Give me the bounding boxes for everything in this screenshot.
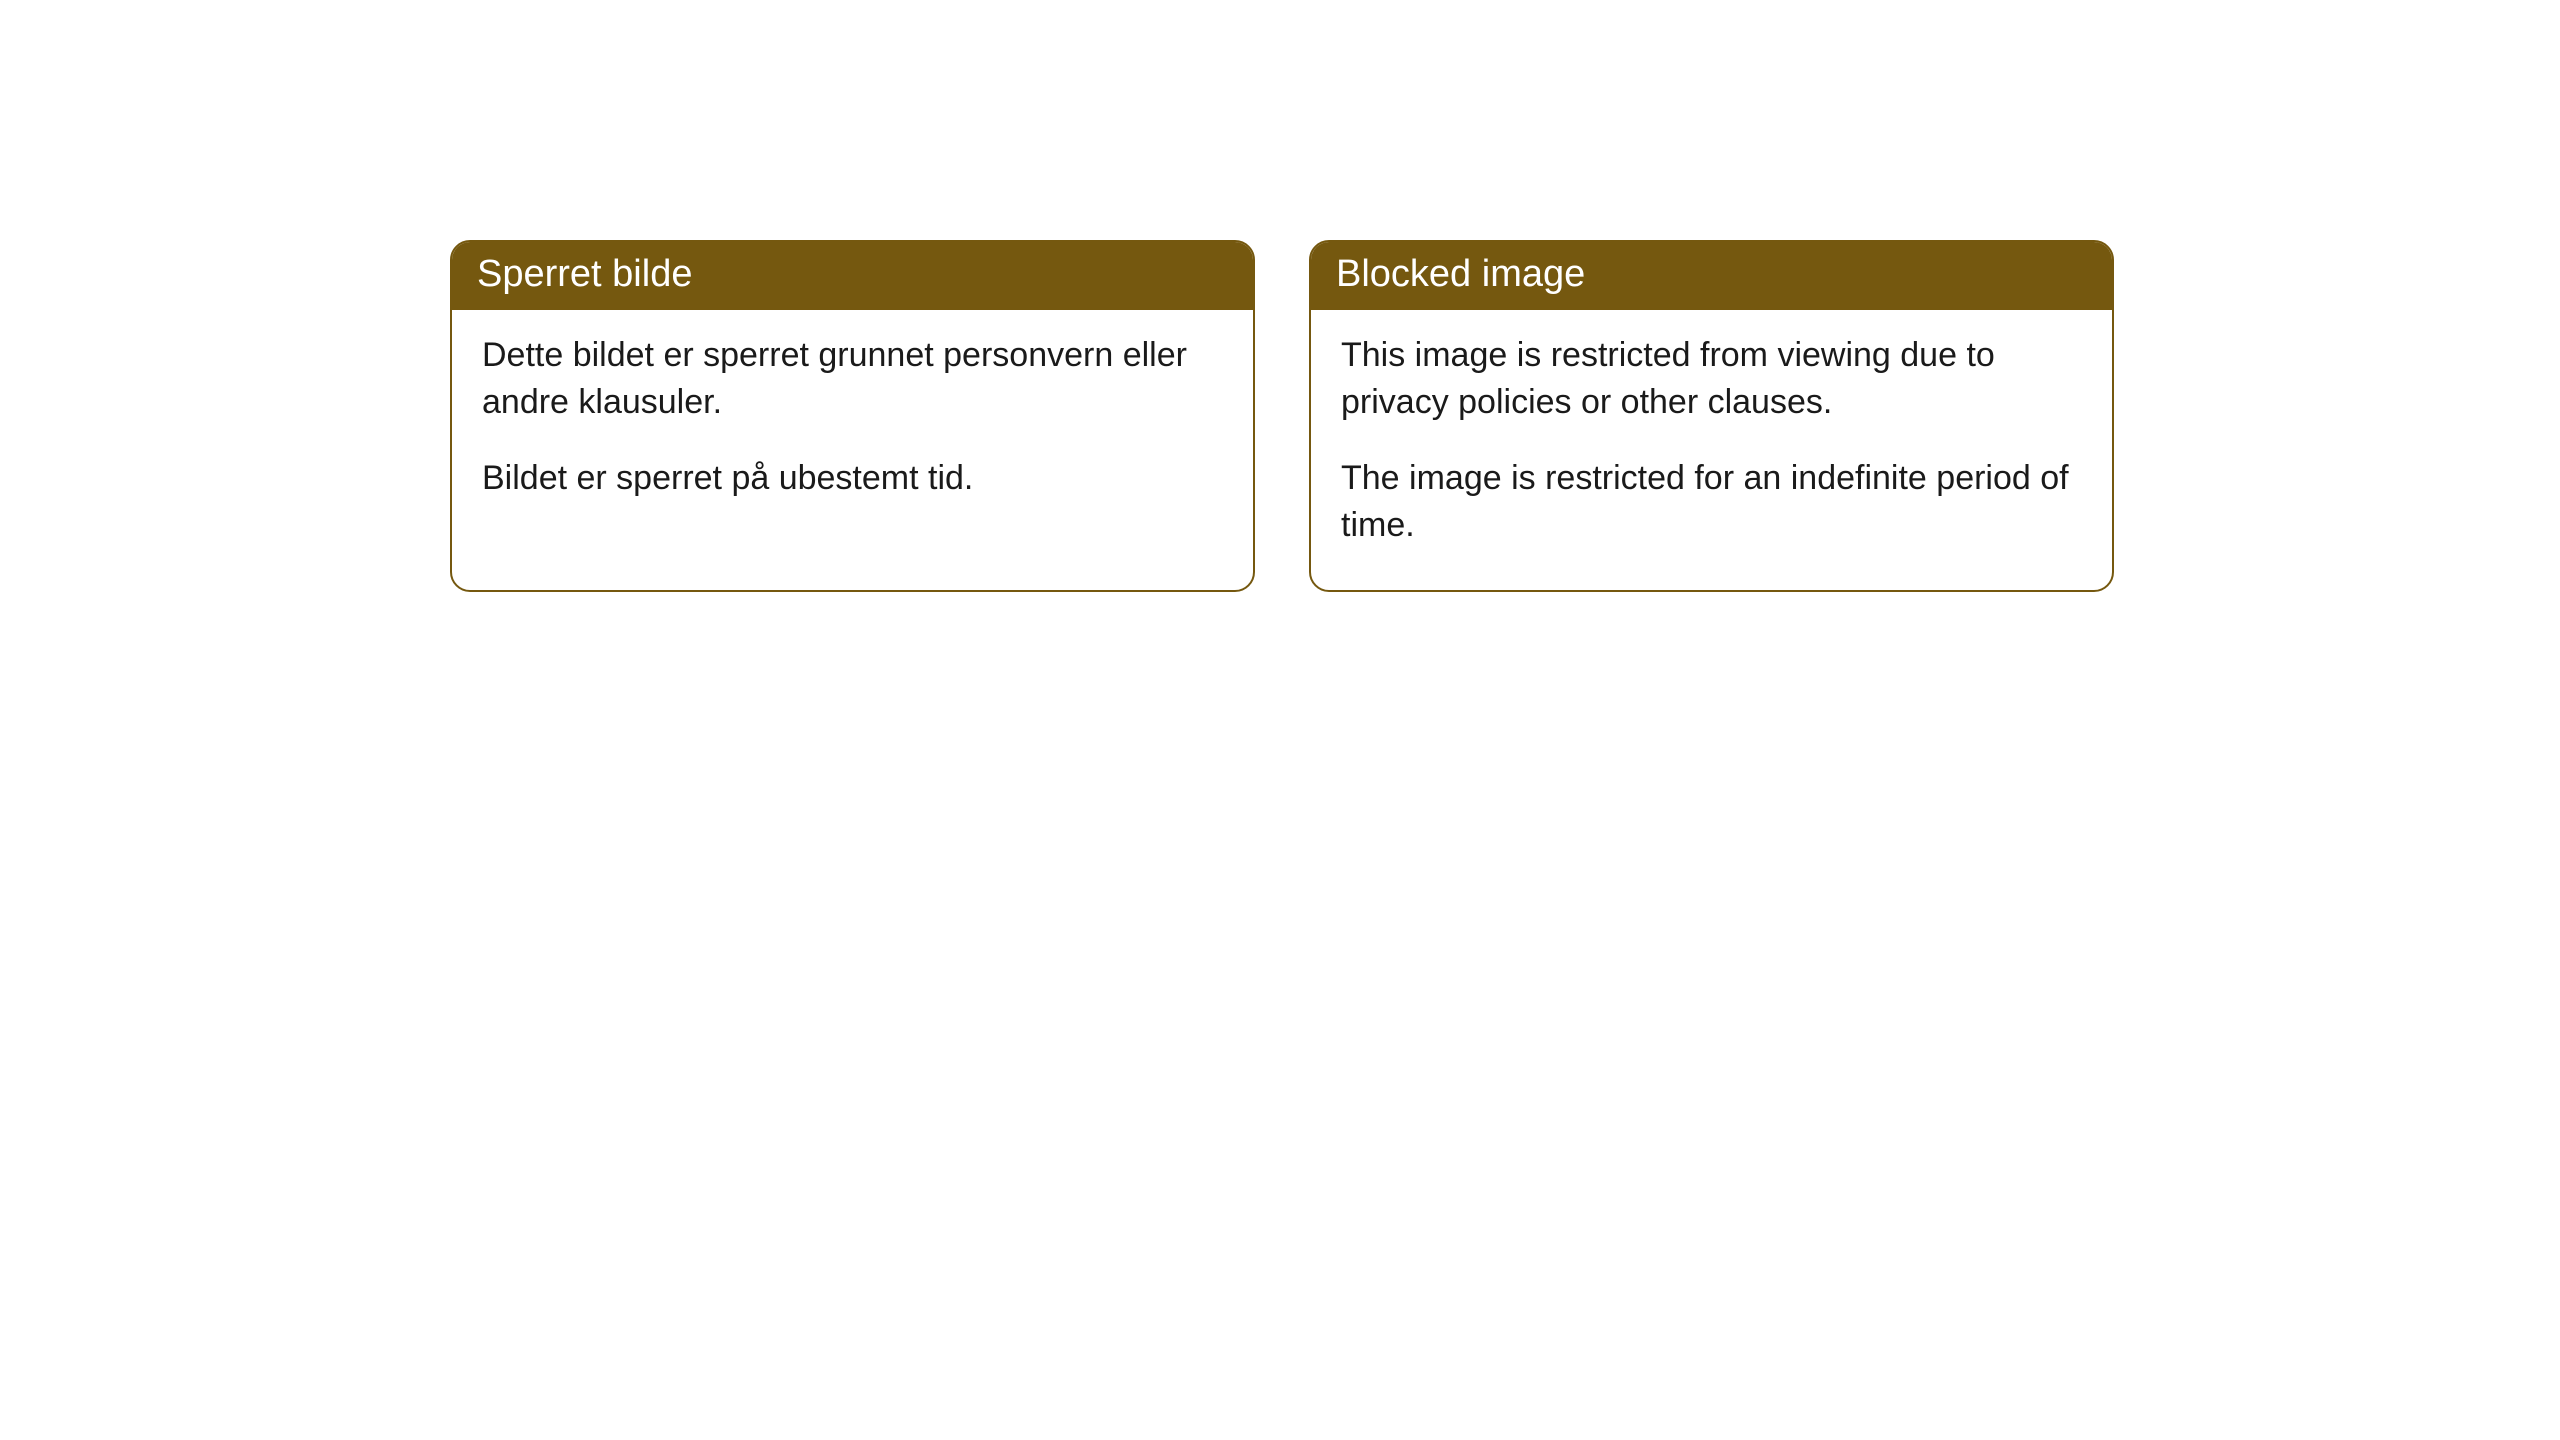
alert-paragraph-2: Bildet er sperret på ubestemt tid.	[482, 455, 1223, 503]
alert-box-english: Blocked image This image is restricted f…	[1309, 240, 2114, 592]
alert-paragraph-2: The image is restricted for an indefinit…	[1341, 455, 2082, 550]
alert-paragraph-1: Dette bildet er sperret grunnet personve…	[482, 332, 1223, 427]
alert-header-norwegian: Sperret bilde	[452, 242, 1253, 310]
alert-box-norwegian: Sperret bilde Dette bildet er sperret gr…	[450, 240, 1255, 592]
alert-container: Sperret bilde Dette bildet er sperret gr…	[450, 240, 2114, 592]
alert-body-norwegian: Dette bildet er sperret grunnet personve…	[452, 310, 1253, 543]
alert-body-english: This image is restricted from viewing du…	[1311, 310, 2112, 590]
alert-header-english: Blocked image	[1311, 242, 2112, 310]
alert-paragraph-1: This image is restricted from viewing du…	[1341, 332, 2082, 427]
